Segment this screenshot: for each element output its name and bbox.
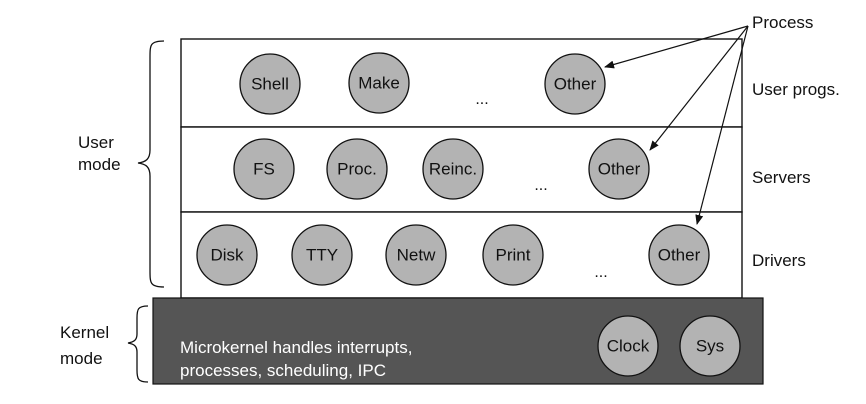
layer-label-servers: Servers	[752, 168, 811, 187]
kernel-mode-label-line1: Kernel	[60, 323, 109, 342]
drivers-ellipsis: ...	[594, 264, 607, 281]
process-tty-label: TTY	[306, 246, 338, 265]
process-proc-label: Proc.	[337, 160, 377, 179]
layer-label-drivers: Drivers	[752, 251, 806, 270]
process-netw: Netw	[385, 224, 447, 286]
process-shell: Shell	[239, 53, 301, 115]
process-disk-label: Disk	[210, 246, 244, 265]
user-mode-label-line1: User	[78, 133, 114, 152]
kernel-description-line1: Microkernel handles interrupts,	[180, 338, 412, 357]
process-user-other: Other	[544, 53, 606, 115]
kernel-layer	[152, 297, 764, 385]
process-tty: TTY	[291, 224, 353, 286]
arrow-to-driver-other	[695, 25, 749, 225]
process-netw-label: Netw	[397, 246, 436, 265]
kernel-description-line2: processes, scheduling, IPC	[180, 361, 386, 380]
arrow-to-server-other	[649, 25, 749, 151]
process-reinc-label: Reinc.	[429, 160, 477, 179]
process-proc: Proc.	[326, 138, 388, 200]
process-clock-label: Clock	[607, 337, 650, 356]
process-sys-label: Sys	[696, 337, 724, 356]
user-mode-label-line2: mode	[78, 155, 121, 174]
process-fs: FS	[233, 138, 295, 200]
process-callout-label: Process	[752, 13, 813, 32]
process-print: Print	[482, 224, 544, 286]
user-progs-ellipsis: ...	[475, 91, 488, 108]
process-disk: Disk	[196, 224, 258, 286]
process-driver-other: Other	[648, 224, 710, 286]
process-driver-other-label: Other	[658, 246, 701, 265]
arrow-to-user-other	[604, 25, 749, 69]
process-sys: Sys	[679, 315, 741, 377]
process-make-label: Make	[358, 74, 400, 93]
kernel-mode-label-line2: mode	[60, 349, 103, 368]
servers-ellipsis: ...	[534, 177, 547, 194]
process-fs-label: FS	[253, 160, 275, 179]
kernel-mode-brace	[127, 305, 149, 383]
process-server-other: Other	[588, 138, 650, 200]
layer-label-user-progs: User progs.	[752, 80, 840, 99]
process-user-other-label: Other	[554, 75, 597, 94]
user-mode-brace	[137, 40, 165, 288]
process-server-other-label: Other	[598, 160, 641, 179]
process-print-label: Print	[496, 246, 531, 265]
process-reinc: Reinc.	[422, 138, 484, 200]
process-make: Make	[348, 52, 410, 114]
process-shell-label: Shell	[251, 75, 289, 94]
process-clock: Clock	[597, 315, 659, 377]
